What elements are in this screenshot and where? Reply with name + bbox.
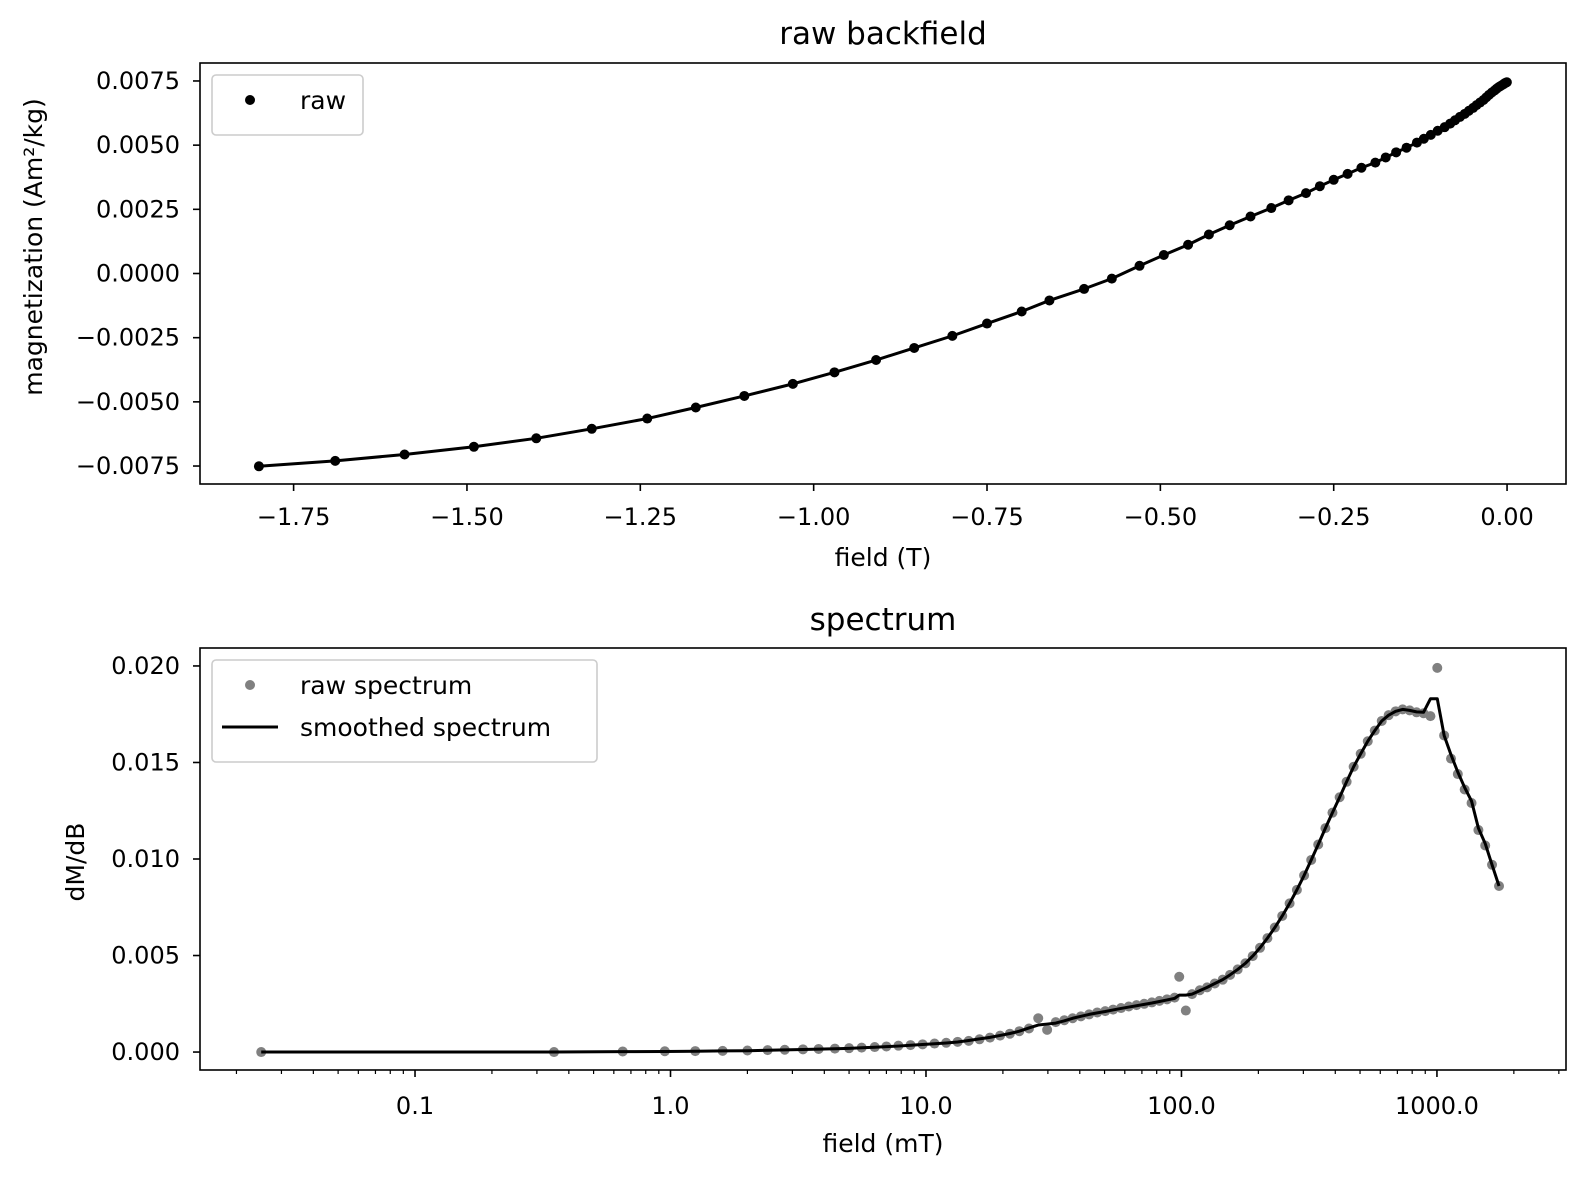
data-point	[1501, 77, 1512, 88]
data-point	[1425, 711, 1436, 722]
data-point	[1314, 181, 1325, 192]
x-tick-label: −1.25	[604, 503, 678, 531]
x-axis-label: field (mT)	[822, 1129, 943, 1158]
y-tick-label: 0.020	[111, 652, 180, 680]
y-tick-label: 0.000	[111, 1038, 180, 1066]
data-point	[739, 390, 750, 401]
data-point	[1180, 1005, 1191, 1016]
x-tick-label: 10.0	[899, 1092, 952, 1120]
axes-frame	[199, 62, 1567, 485]
data-point	[1266, 203, 1277, 214]
data-point	[1016, 306, 1027, 317]
data-point	[1224, 220, 1235, 231]
y-tick-label: −0.0025	[76, 324, 180, 352]
x-tick-label: −0.50	[1124, 503, 1198, 531]
legend-marker-swatch	[245, 95, 255, 105]
data-point	[1174, 971, 1185, 982]
legend-label: raw spectrum	[300, 671, 472, 700]
data-point	[253, 461, 264, 472]
y-tick-label: 0.0075	[96, 67, 180, 95]
y-tick-label: 0.0025	[96, 195, 180, 223]
x-tick-label: 1000.0	[1395, 1092, 1479, 1120]
y-tick-label: 0.010	[111, 845, 180, 873]
series-line	[261, 697, 1501, 1054]
data-point	[1283, 195, 1294, 206]
data-point	[1106, 273, 1117, 284]
data-point	[982, 318, 993, 329]
data-point	[1158, 250, 1169, 261]
data-point	[1134, 260, 1145, 271]
legend-box	[211, 74, 364, 136]
data-point	[690, 402, 701, 413]
legend-box	[211, 659, 598, 763]
data-point	[1044, 295, 1055, 306]
data-point	[531, 433, 542, 444]
data-point	[1356, 162, 1367, 173]
data-point	[399, 449, 410, 460]
data-point	[586, 423, 597, 434]
data-point	[1432, 662, 1443, 673]
series-layer	[256, 662, 1505, 1058]
data-point	[1245, 211, 1256, 222]
x-tick-label: 0.1	[396, 1092, 434, 1120]
y-tick-label: −0.0075	[76, 452, 180, 480]
data-point	[1079, 283, 1090, 294]
x-tick-label: −1.75	[257, 503, 331, 531]
legend: raw spectrum smoothed spectrum	[211, 659, 598, 763]
spectrum-chart: spectrum field (mT) dM/dB 0.1 1.0 10.0 100.…	[61, 602, 1567, 1158]
x-tick-label: 100.0	[1147, 1092, 1216, 1120]
y-axis-label: magnetization (Am²/kg)	[19, 98, 48, 396]
data-point	[829, 367, 840, 378]
data-point	[1042, 1024, 1053, 1035]
x-tick-label: −1.00	[777, 503, 851, 531]
data-point	[909, 342, 920, 353]
plot-area: −1.75 −1.50 −1.25 −1.00 −0.75 −0.50 −0.25 0.000…	[76, 62, 1567, 531]
data-point	[1033, 1013, 1044, 1024]
chart-title: raw backfield	[779, 16, 987, 52]
data-point	[1401, 142, 1412, 153]
x-axis-label: field (T)	[835, 543, 932, 572]
data-point	[1380, 152, 1391, 163]
y-tick-label: 0.015	[111, 748, 180, 776]
plot-area: 0.1 1.0 10.0 100.0 1000.0 0.020 0.015 0.010 0.00…	[111, 647, 1567, 1120]
data-point	[1203, 229, 1214, 240]
data-point	[1370, 157, 1381, 168]
y-tick-label: −0.0050	[76, 388, 180, 416]
series-line	[258, 80, 1508, 468]
y-tick-label: 0.0050	[96, 131, 180, 159]
data-point	[871, 355, 882, 366]
chart-title: spectrum	[810, 602, 957, 638]
series-layer	[253, 77, 1512, 472]
data-point	[1300, 188, 1311, 199]
data-point	[642, 413, 653, 424]
y-tick-label: 0.0000	[96, 260, 180, 288]
legend-label: smoothed spectrum	[300, 713, 551, 742]
x-tick-label: 1.0	[651, 1092, 689, 1120]
x-tick-label: −0.75	[950, 503, 1024, 531]
data-point	[1328, 174, 1339, 185]
y-axis-label: dM/dB	[61, 823, 90, 902]
data-point	[787, 378, 798, 389]
legend-marker-swatch	[245, 680, 255, 690]
backfield-chart: raw backfield field (T) magnetization (A…	[19, 16, 1567, 572]
data-point	[1183, 239, 1194, 250]
y-tick-label: 0.005	[111, 942, 180, 970]
data-point	[1342, 168, 1353, 179]
data-point	[1391, 147, 1402, 158]
data-point	[468, 441, 479, 452]
data-point	[330, 455, 341, 466]
x-tick-label: −0.25	[1297, 503, 1371, 531]
x-tick-label: −1.50	[430, 503, 504, 531]
legend-label: raw	[300, 86, 346, 115]
legend: raw	[211, 74, 364, 136]
data-point	[947, 330, 958, 341]
x-tick-label: 0.00	[1480, 503, 1533, 531]
